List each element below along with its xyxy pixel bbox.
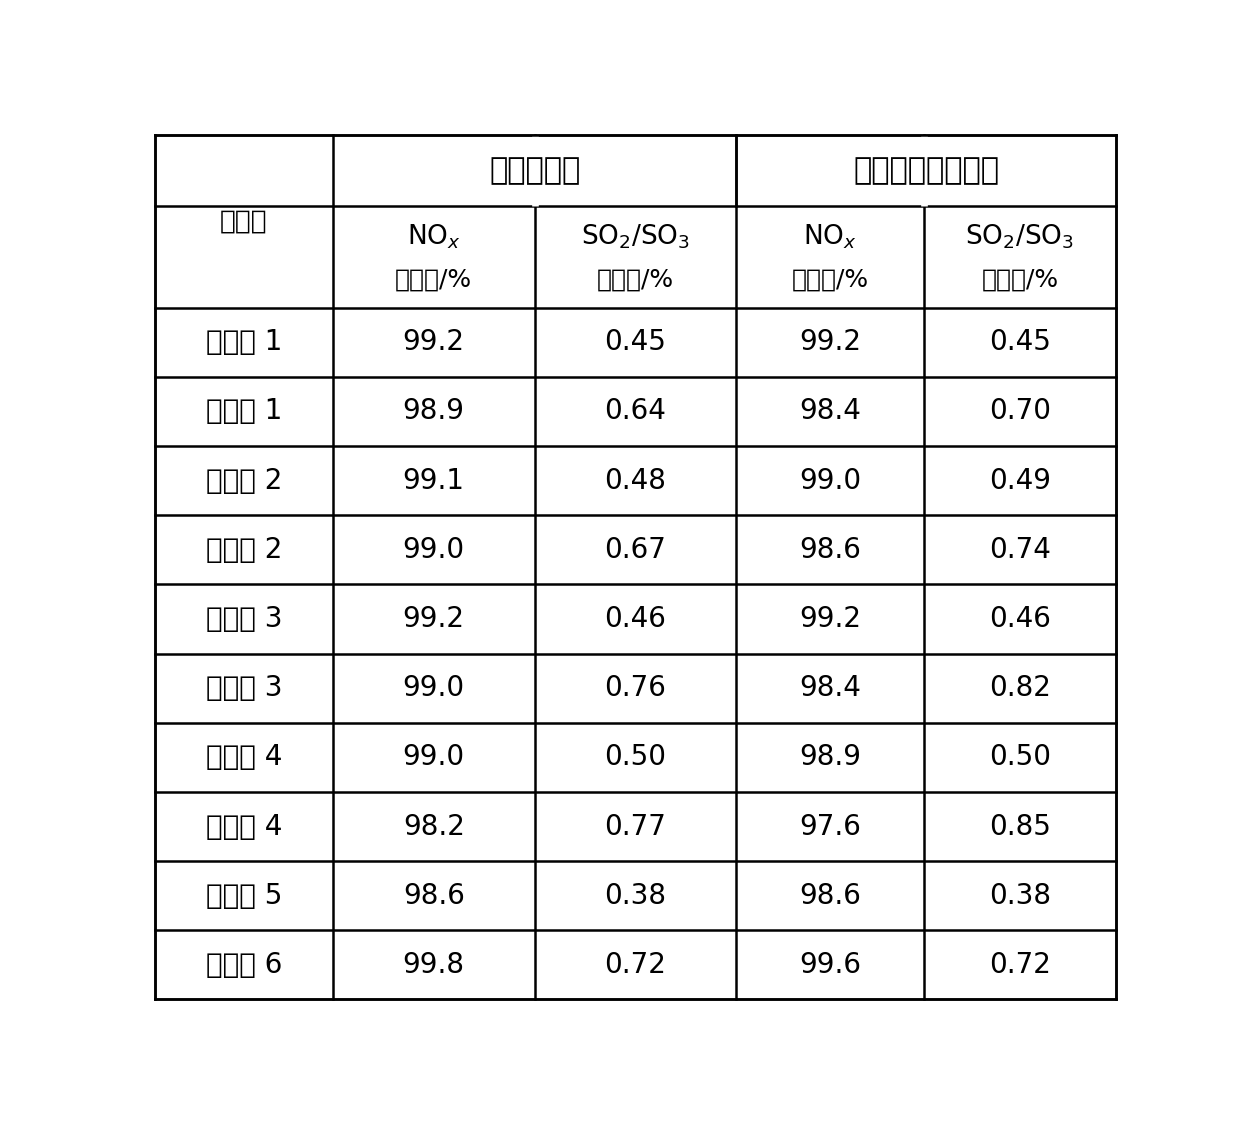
Text: 实施例: 实施例	[219, 208, 268, 235]
Text: 0.45: 0.45	[605, 328, 666, 356]
Text: 新鲜催化剂: 新鲜催化剂	[489, 156, 580, 184]
Text: 实施例 4: 实施例 4	[206, 743, 281, 772]
Text: 混合处理后催化剂: 混合处理后催化剂	[853, 156, 999, 184]
Text: 98.6: 98.6	[403, 882, 465, 910]
Text: 99.0: 99.0	[403, 743, 465, 772]
Text: 0.46: 0.46	[990, 605, 1050, 633]
Text: 99.0: 99.0	[403, 536, 465, 564]
Text: 实施例 1: 实施例 1	[206, 328, 281, 356]
Text: 0.38: 0.38	[605, 882, 667, 910]
Text: 98.4: 98.4	[799, 674, 861, 702]
Text: 转化率/%: 转化率/%	[791, 267, 869, 291]
Text: NO$_x$: NO$_x$	[407, 222, 460, 250]
Text: 98.6: 98.6	[799, 536, 861, 564]
Text: 0.70: 0.70	[990, 398, 1052, 426]
Text: 99.8: 99.8	[403, 951, 465, 979]
Text: 0.74: 0.74	[990, 536, 1050, 564]
Text: 对比例 4: 对比例 4	[206, 813, 281, 840]
Text: 99.0: 99.0	[799, 467, 861, 494]
Text: 0.85: 0.85	[990, 813, 1050, 840]
Text: 对比例 2: 对比例 2	[206, 536, 281, 564]
Text: 0.82: 0.82	[990, 674, 1050, 702]
Text: 0.72: 0.72	[990, 951, 1050, 979]
Text: 99.2: 99.2	[403, 328, 465, 356]
Text: 99.6: 99.6	[799, 951, 861, 979]
Text: 98.4: 98.4	[799, 398, 861, 426]
Text: SO$_2$/SO$_3$: SO$_2$/SO$_3$	[580, 222, 691, 250]
Text: 98.2: 98.2	[403, 813, 465, 840]
Text: 实施例 6: 实施例 6	[206, 951, 281, 979]
Text: 对比例 3: 对比例 3	[206, 674, 283, 702]
Text: 0.46: 0.46	[605, 605, 666, 633]
Text: 实施例 3: 实施例 3	[206, 605, 283, 633]
Text: 转化率/%: 转化率/%	[981, 267, 1059, 291]
Text: 实施例 5: 实施例 5	[206, 882, 281, 910]
Text: 99.2: 99.2	[403, 605, 465, 633]
Text: 0.50: 0.50	[990, 743, 1052, 772]
Text: 0.50: 0.50	[605, 743, 667, 772]
Text: 转化率/%: 转化率/%	[396, 267, 472, 291]
Text: 98.9: 98.9	[799, 743, 861, 772]
Text: NO$_x$: NO$_x$	[804, 222, 857, 250]
Text: 0.64: 0.64	[605, 398, 666, 426]
Text: SO$_2$/SO$_3$: SO$_2$/SO$_3$	[965, 222, 1075, 250]
Text: 0.76: 0.76	[605, 674, 666, 702]
Text: 99.2: 99.2	[799, 605, 861, 633]
Text: 98.6: 98.6	[799, 882, 861, 910]
Text: 0.67: 0.67	[605, 536, 666, 564]
Text: 转化率/%: 转化率/%	[596, 267, 675, 291]
Text: 99.0: 99.0	[403, 674, 465, 702]
Text: 0.49: 0.49	[990, 467, 1052, 494]
Text: 0.45: 0.45	[990, 328, 1050, 356]
Text: 98.9: 98.9	[403, 398, 465, 426]
Text: 0.72: 0.72	[605, 951, 666, 979]
Text: 0.77: 0.77	[605, 813, 666, 840]
Text: 97.6: 97.6	[799, 813, 861, 840]
Text: 0.38: 0.38	[990, 882, 1052, 910]
Text: 99.2: 99.2	[799, 328, 861, 356]
Text: 实施例 2: 实施例 2	[206, 467, 281, 494]
Text: 0.48: 0.48	[605, 467, 666, 494]
Text: 对比例 1: 对比例 1	[206, 398, 281, 426]
Text: 99.1: 99.1	[403, 467, 465, 494]
